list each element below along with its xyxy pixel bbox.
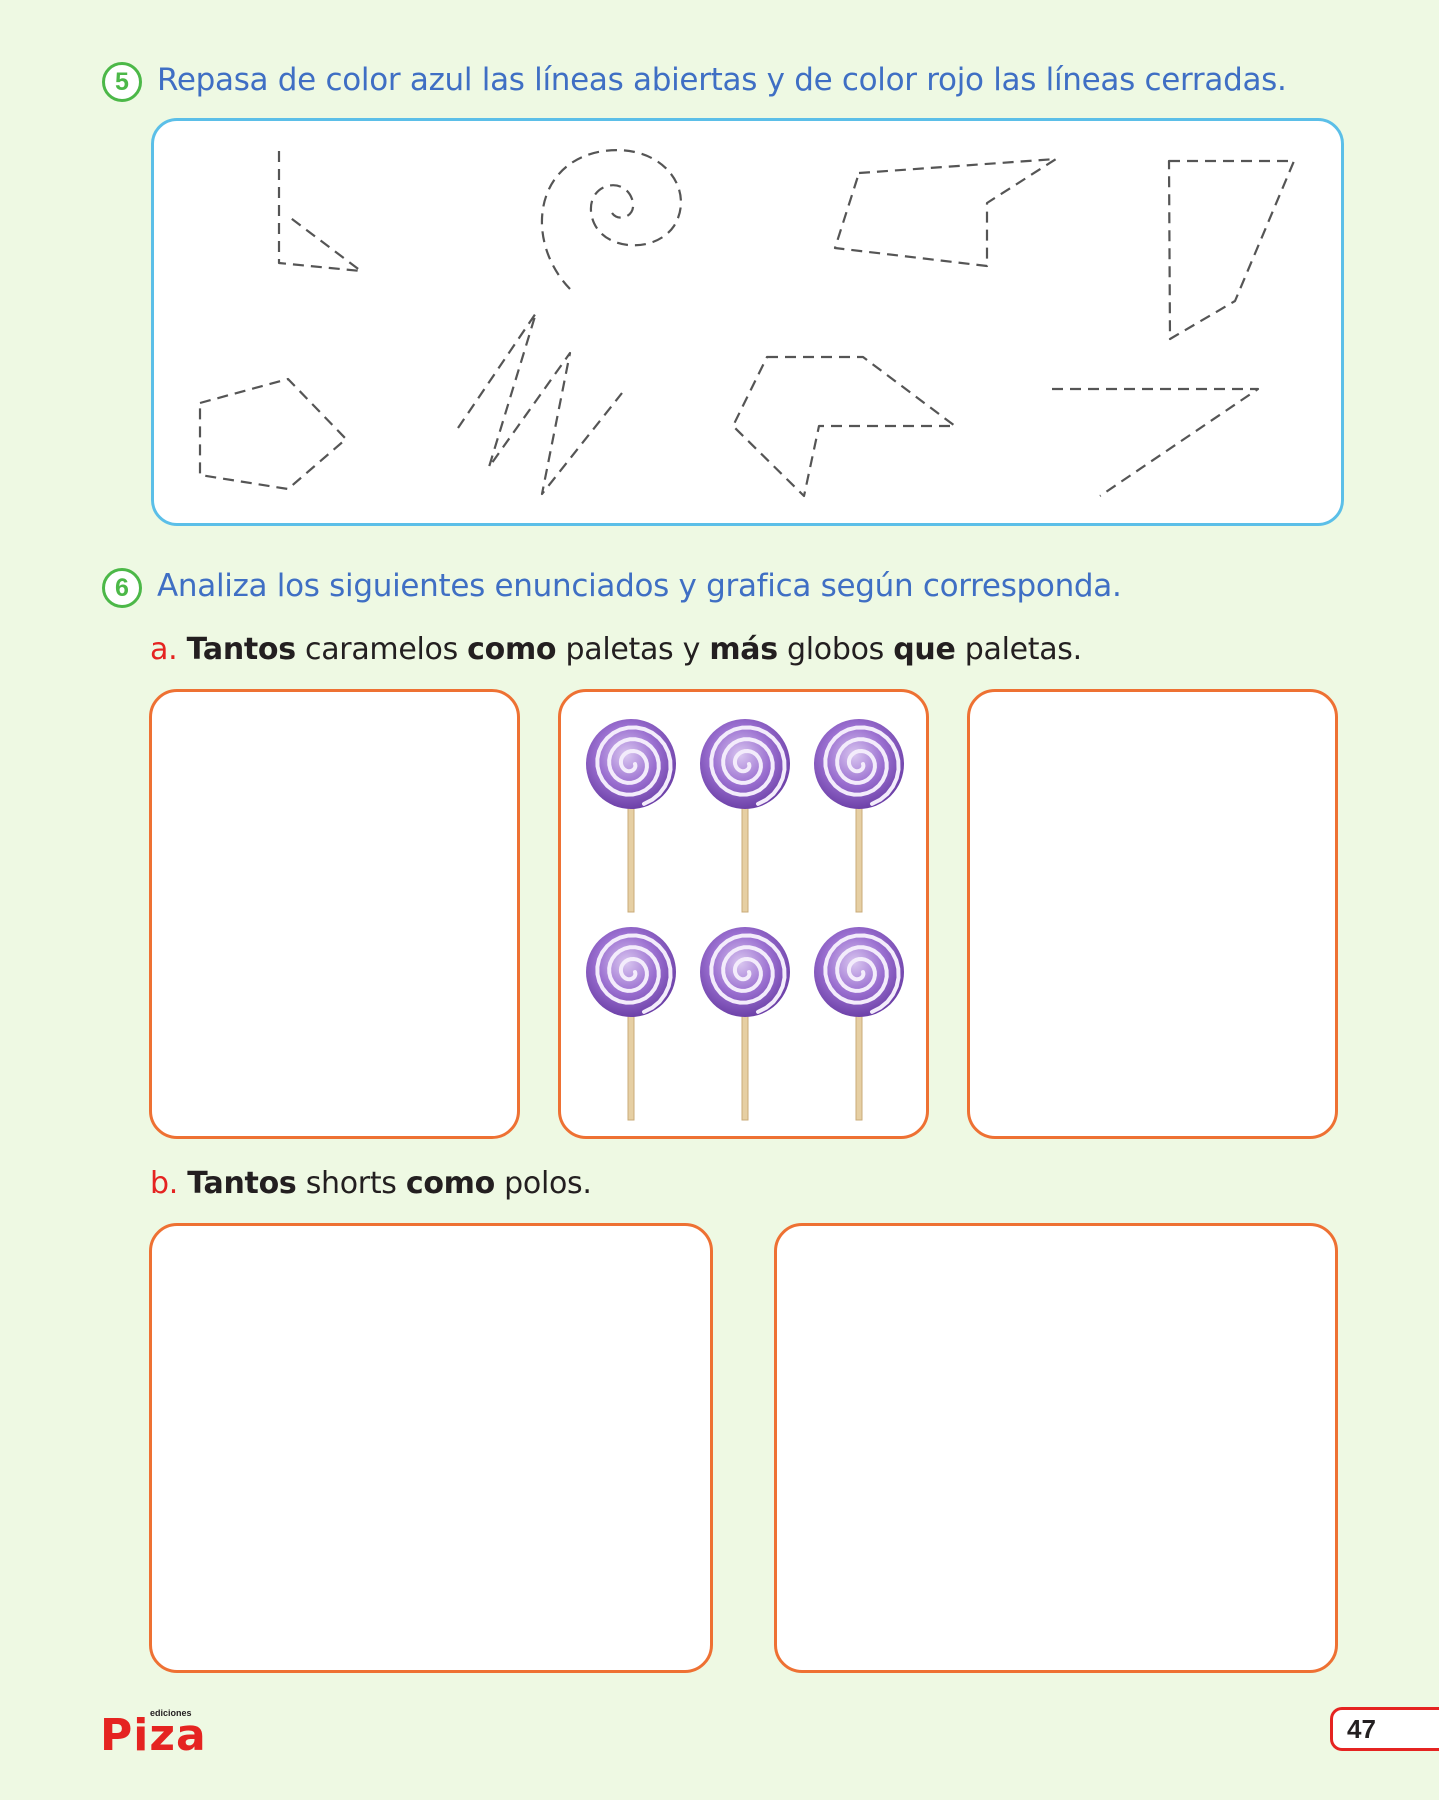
exercise-6-number: 6	[115, 573, 129, 602]
logo-small-text: ediciones	[150, 1708, 192, 1718]
lollipop	[700, 927, 790, 1121]
statement-a-word-como: como	[467, 632, 557, 667]
lollipop	[586, 719, 676, 913]
dashed-line-closed-quad	[833, 157, 1058, 268]
answer-box-shorts[interactable]	[149, 1223, 713, 1673]
lollipop	[700, 719, 790, 913]
lollipops-box	[558, 689, 929, 1139]
statement-a-word-mas: más	[709, 632, 778, 667]
dashed-line-open-zigzag	[457, 311, 623, 496]
tracing-box	[151, 118, 1344, 526]
answer-box-globos[interactable]	[967, 689, 1338, 1139]
lollipops-illustration	[586, 719, 904, 1121]
dashed-line-closed-arrow	[731, 355, 957, 498]
statement-b-word-tantos: Tantos	[187, 1166, 297, 1201]
statement-b-word-como: como	[405, 1166, 495, 1201]
lollipop	[814, 719, 904, 913]
dashed-line-spiral	[540, 149, 683, 290]
exercise-5-number-badge: 5	[102, 62, 142, 102]
statement-a-text-1: caramelos	[295, 632, 468, 667]
statement-a-word-tantos: Tantos	[186, 632, 297, 667]
statement-a-text-2: paletas y	[556, 632, 710, 667]
logo-main-text: Piza	[100, 1710, 207, 1761]
dashed-line-closed-trapezoid	[1167, 159, 1296, 341]
lollipop	[814, 927, 904, 1121]
statement-a: a. Tantos caramelos como paletas y más g…	[150, 632, 1082, 667]
statement-a-word-que: que	[893, 632, 956, 667]
page-number: 47	[1347, 1714, 1376, 1744]
lollipop	[586, 927, 676, 1121]
statement-b-text-1: shorts	[296, 1166, 406, 1201]
statement-a-text-3: globos	[777, 632, 894, 667]
answer-box-caramelos[interactable]	[149, 689, 520, 1139]
statement-a-text-4: paletas.	[955, 632, 1082, 667]
statement-b-letter: b.	[150, 1166, 178, 1201]
answer-box-polos[interactable]	[774, 1223, 1338, 1673]
dashed-line-open-triangle-angle	[1052, 387, 1260, 497]
dashed-line-open-angle	[277, 151, 363, 273]
exercise-5-number: 5	[115, 67, 129, 96]
dashed-lines-canvas[interactable]	[154, 121, 1341, 523]
statement-b-text-2: polos.	[494, 1166, 592, 1201]
publisher-logo: ediciones Piza	[100, 1700, 210, 1761]
statement-b: b. Tantos shorts como polos.	[150, 1166, 592, 1201]
exercise-6-number-badge: 6	[102, 568, 142, 608]
statement-a-letter: a.	[150, 632, 178, 667]
exercise-6-instruction: Analiza los siguientes enunciados y graf…	[157, 568, 1122, 604]
page-number-tab: 47	[1330, 1707, 1439, 1751]
exercise-5-instruction: Repasa de color azul las líneas abiertas…	[157, 62, 1287, 98]
dashed-line-closed-pentagon	[198, 377, 348, 491]
